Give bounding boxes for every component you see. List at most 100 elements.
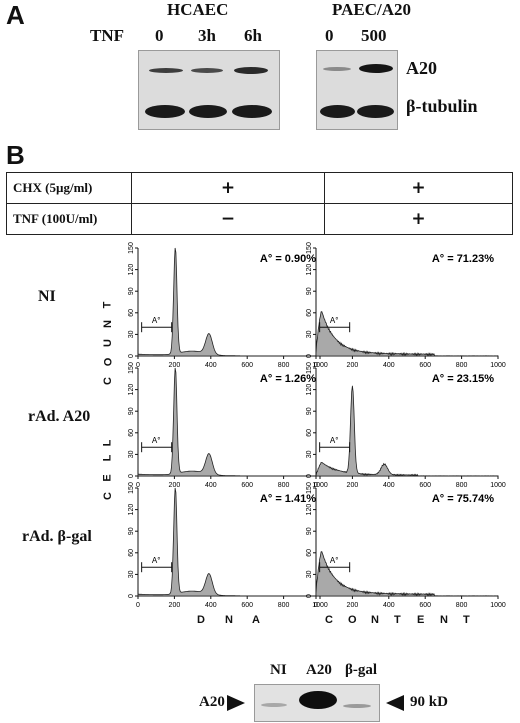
y-tick-label: 150 bbox=[128, 362, 135, 374]
paec-western-blot bbox=[316, 50, 398, 130]
y-tick-label: 30 bbox=[306, 570, 313, 578]
band-label-tubulin: β-tubulin bbox=[406, 96, 478, 116]
gate-label: A° bbox=[152, 436, 161, 445]
y-tick-label: 120 bbox=[306, 264, 313, 276]
lane-label-bgal: β-gal bbox=[345, 662, 378, 678]
y-tick-label: 120 bbox=[306, 384, 313, 396]
y-tick-label: 120 bbox=[128, 264, 135, 276]
y-tick-label: 30 bbox=[128, 570, 135, 578]
x-tick-label: 600 bbox=[419, 482, 431, 489]
histogram-area bbox=[137, 487, 320, 597]
x-tick-label: 1000 bbox=[312, 362, 328, 369]
y-tick-label: 120 bbox=[128, 504, 135, 516]
y-tick-label: 60 bbox=[128, 549, 135, 557]
y-tick-label: 90 bbox=[128, 407, 135, 415]
hcaec-a20-band-3 bbox=[234, 67, 268, 74]
x-tick-label: 0 bbox=[314, 362, 318, 369]
apoptosis-percentage: A° = 71.23% bbox=[432, 253, 494, 265]
a20-western-blot bbox=[254, 684, 380, 722]
apoptosis-percentage: A° = 23.15% bbox=[432, 373, 494, 385]
x-tick-label: 600 bbox=[419, 362, 431, 369]
y-tick-label: 90 bbox=[306, 407, 313, 415]
table-cell: + bbox=[131, 172, 325, 204]
hcaec-tubulin-band-1 bbox=[145, 105, 185, 118]
x-tick-label: 400 bbox=[383, 602, 395, 609]
histogram-area bbox=[315, 311, 499, 357]
histogram-area bbox=[315, 551, 499, 597]
y-tick-label: 60 bbox=[128, 429, 135, 437]
x-tick-label: 800 bbox=[278, 602, 290, 609]
y-tick-label: 0 bbox=[128, 474, 135, 478]
histogram-area bbox=[137, 247, 320, 357]
hcaec-lane-3: 6h bbox=[244, 26, 262, 45]
x-tick-label: 800 bbox=[456, 362, 468, 369]
x-tick-label: 0 bbox=[314, 602, 318, 609]
panel-c-left-label: A20 bbox=[199, 694, 225, 710]
x-tick-label: 600 bbox=[419, 602, 431, 609]
treatment-table: CHX (5µg/ml) + + TNF (100U/ml) − + bbox=[6, 172, 513, 235]
hcaec-western-blot bbox=[138, 50, 280, 130]
x-tick-label: 1000 bbox=[312, 602, 328, 609]
paec-tubulin-band-1 bbox=[320, 105, 355, 118]
y-tick-label: 60 bbox=[128, 309, 135, 317]
x-tick-label: 0 bbox=[136, 602, 140, 609]
y-tick-label: 30 bbox=[128, 450, 135, 458]
y-tick-label: 30 bbox=[306, 330, 313, 338]
y-tick-label: 150 bbox=[306, 362, 313, 374]
panel-b-letter: B bbox=[6, 140, 25, 170]
x-tick-label: 0 bbox=[314, 482, 318, 489]
x-tick-label: 600 bbox=[241, 482, 253, 489]
hcaec-a20-band-1 bbox=[149, 68, 183, 73]
x-axis-letter: T bbox=[394, 614, 401, 626]
x-axis-letter: C bbox=[325, 614, 333, 626]
x-axis-letter: A bbox=[252, 614, 260, 626]
paec-lane-1: 0 bbox=[325, 26, 334, 45]
x-axis-letter: N bbox=[371, 614, 379, 626]
x-tick-label: 400 bbox=[383, 482, 395, 489]
table-cell: + bbox=[324, 203, 513, 235]
y-tick-label: 150 bbox=[306, 482, 313, 494]
table-row: CHX (5µg/ml) + + bbox=[6, 172, 513, 204]
hcaec-tubulin-band-2 bbox=[189, 105, 227, 118]
apoptosis-percentage: A° = 0.90% bbox=[260, 253, 316, 265]
histogram-area bbox=[137, 367, 320, 477]
table-cell: − bbox=[131, 203, 325, 235]
apoptosis-percentage: A° = 75.74% bbox=[432, 493, 494, 505]
x-tick-label: 200 bbox=[169, 362, 181, 369]
band-label-a20: A20 bbox=[406, 58, 437, 78]
x-tick-label: 600 bbox=[241, 602, 253, 609]
x-tick-label: 200 bbox=[347, 362, 359, 369]
gate-label: A° bbox=[330, 316, 339, 325]
y-tick-label: 150 bbox=[306, 242, 313, 254]
paec-tubulin-band-2 bbox=[357, 105, 394, 118]
hcaec-title: HCAEC bbox=[167, 0, 229, 19]
y-tick-label: 120 bbox=[128, 384, 135, 396]
a20-blot-band-2 bbox=[299, 691, 337, 709]
x-axis-letter: N bbox=[225, 614, 233, 626]
x-axis-letter: N bbox=[440, 614, 448, 626]
y-tick-label: 120 bbox=[306, 504, 313, 516]
y-tick-label: 150 bbox=[128, 242, 135, 254]
y-tick-label: 0 bbox=[128, 594, 135, 598]
panel-c-right-label: 90 kD bbox=[410, 694, 448, 710]
row-label-ni: NI bbox=[38, 288, 56, 305]
y-tick-label: 90 bbox=[128, 287, 135, 295]
x-tick-label: 1000 bbox=[490, 482, 506, 489]
y-tick-label: 30 bbox=[306, 450, 313, 458]
gate-label: A° bbox=[330, 436, 339, 445]
a20-blot-band-1 bbox=[261, 703, 287, 707]
gate-label: A° bbox=[330, 556, 339, 565]
x-tick-label: 200 bbox=[347, 482, 359, 489]
paec-lane-2: 500 bbox=[361, 26, 387, 45]
histogram-area bbox=[315, 385, 499, 477]
a20-blot-band-3 bbox=[343, 704, 371, 708]
arrow-left-icon bbox=[386, 695, 404, 711]
paec-a20-band-1 bbox=[323, 67, 351, 71]
x-tick-label: 200 bbox=[169, 482, 181, 489]
x-tick-label: 0 bbox=[136, 482, 140, 489]
y-tick-label: 90 bbox=[306, 287, 313, 295]
